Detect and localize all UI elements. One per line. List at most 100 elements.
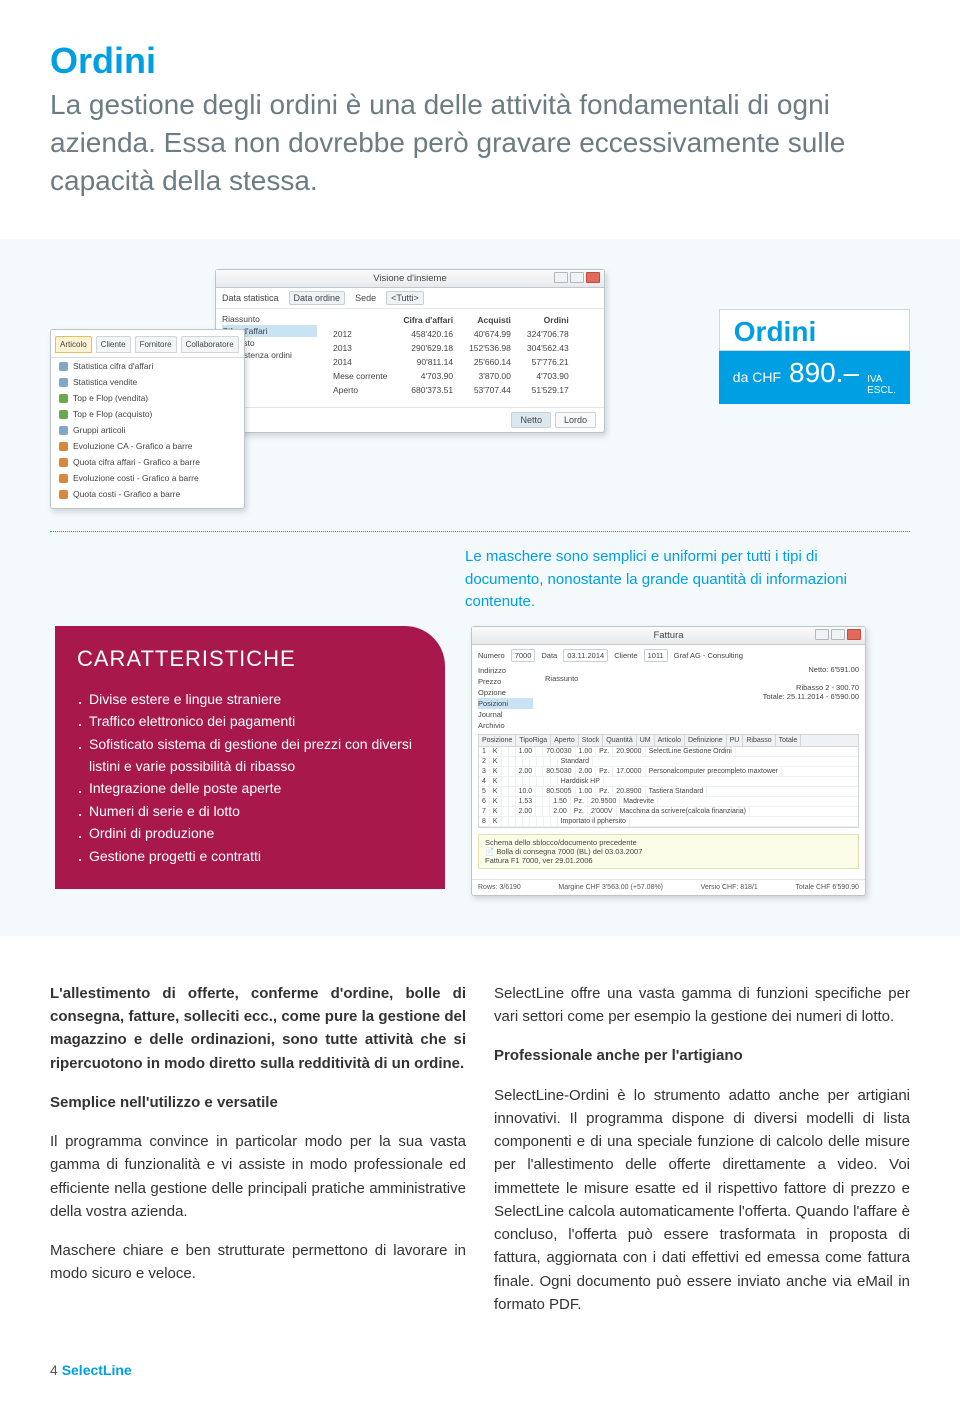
sidebar-item[interactable]: Top e Flop (acquisto) — [51, 406, 244, 422]
grid-cell — [523, 817, 530, 826]
table-cell: 3'870.00 — [461, 369, 519, 383]
sidebar-item[interactable]: Quota costi - Grafico a barre — [51, 486, 244, 502]
toggle-button[interactable]: Lordo — [555, 412, 596, 428]
sidebar-tab[interactable]: Articolo — [55, 336, 92, 353]
sidebar-item[interactable]: Evoluzione CA - Grafico a barre — [51, 438, 244, 454]
body-col-right: SelectLine offre una vasta gamma di funz… — [494, 982, 910, 1332]
num-field[interactable]: 7000 — [511, 649, 536, 662]
sidebar-tab[interactable]: Cliente — [96, 336, 131, 353]
grid-cell: 20.9500 — [588, 797, 620, 806]
sede-field[interactable]: <Tutti> — [386, 291, 424, 305]
sidebar-item[interactable]: Statistica cifra d'affari — [51, 358, 244, 374]
page-footer: 4 SelectLine — [50, 1362, 910, 1378]
invoice-tab[interactable]: Opzione — [478, 687, 533, 698]
grid-cell: 2'000V — [588, 807, 617, 816]
sidebar-item[interactable]: Top e Flop (vendita) — [51, 390, 244, 406]
table-cell: 4'703.90 — [395, 369, 461, 383]
grid-header-cell: Ribasso — [743, 735, 775, 746]
table-cell: 2013 — [325, 341, 395, 355]
grid-cell — [502, 757, 509, 766]
order-field[interactable]: Data ordine — [289, 291, 346, 305]
table-cell: 4'703.90 — [519, 369, 577, 383]
features-box: CARATTERISTICHE Divise estere e lingue s… — [55, 626, 445, 889]
invoice-tab[interactable]: Indirizzo — [478, 665, 533, 676]
sidebar-item[interactable]: Evoluzione costi - Grafico a barre — [51, 470, 244, 486]
inv-riass2: Ribasso 2 - 300.70 — [545, 683, 859, 692]
feature-item: Integrazione delle poste aperte — [77, 777, 423, 799]
close-icon[interactable] — [847, 629, 861, 640]
table-header: Acquisti — [461, 313, 519, 327]
overview-nav-item[interactable]: Riassunto — [222, 313, 317, 325]
min-icon[interactable] — [554, 272, 568, 283]
feature-item: Numeri di serie e di lotto — [77, 800, 423, 822]
grid-cell — [530, 757, 537, 766]
grid-row[interactable]: 1K1.0070.00301.00Pz.20.9000SelectLine Ge… — [479, 747, 858, 757]
date-label: Data — [541, 651, 557, 660]
grid-cell: Personalcomputer precompleto maxtower — [646, 767, 783, 776]
max-icon[interactable] — [831, 629, 845, 640]
sidebar-tab[interactable]: Fornitore — [135, 336, 177, 353]
sidebar-item[interactable]: Quota cifra affari - Grafico a barre — [51, 454, 244, 470]
grid-cell: 3 — [479, 767, 490, 776]
grid-cell: K — [490, 797, 502, 806]
chart-icon — [59, 378, 68, 387]
table-cell: 680'373.51 — [395, 383, 461, 397]
grid-header-cell: Aperto — [551, 735, 579, 746]
grid-cell — [530, 817, 537, 826]
grid-header-cell: Posizione — [479, 735, 516, 746]
max-icon[interactable] — [570, 272, 584, 283]
grid-cell — [551, 777, 558, 786]
table-cell: 152'536.98 — [461, 341, 519, 355]
invoice-window: Fattura Numero 7000 Data 03.11.2014 Clie… — [471, 626, 866, 896]
tree-item[interactable]: 📄 Bolla di consegna 7000 (BL) del 03.03.… — [485, 847, 852, 856]
price-amount: 890.– — [789, 357, 859, 389]
grid-row[interactable]: 2KStandard — [479, 757, 858, 767]
grid-header-cell: TipoRiga — [516, 735, 551, 746]
grid-header-cell: Definizione — [685, 735, 727, 746]
grid-cell — [544, 817, 551, 826]
tree-item[interactable]: Fattura F1 7000, ver 29.01.2006 — [485, 856, 852, 865]
sidebar-item[interactable]: Gruppi articoli — [51, 422, 244, 438]
grid-cell — [523, 777, 530, 786]
client-field[interactable]: 1011 — [644, 649, 668, 662]
grid-row[interactable]: 8KImportato il pphersito — [479, 817, 858, 827]
grid-cell — [502, 747, 509, 756]
invoice-tab[interactable]: Prezzo — [478, 676, 533, 687]
grid-cell: 20.8900 — [613, 787, 645, 796]
feature-item: Ordini di produzione — [77, 822, 423, 844]
hero-band: ArticoloClienteFornitoreCollaboratore St… — [0, 239, 960, 936]
grid-header-cell: Articolo — [655, 735, 685, 746]
chart-icon — [59, 442, 68, 451]
chart-icon — [59, 474, 68, 483]
page-title: Ordini — [50, 40, 910, 82]
close-icon[interactable] — [586, 272, 600, 283]
grid-cell: Pz. — [571, 797, 588, 806]
grid-row[interactable]: 3K2.0080.50302.00Pz.17.0000Personalcompu… — [479, 767, 858, 777]
min-icon[interactable] — [815, 629, 829, 640]
grid-cell — [551, 817, 558, 826]
grid-header-cell: Totale — [776, 735, 802, 746]
chart-icon — [59, 394, 68, 403]
table-cell: 90'811.14 — [395, 355, 461, 369]
lead-para: L'allestimento di offerte, conferme d'or… — [50, 982, 466, 1075]
table-cell: 2012 — [325, 327, 395, 341]
grid-row[interactable]: 4KHarddisk HP — [479, 777, 858, 787]
sidebar-tab[interactable]: Collaboratore — [181, 336, 239, 353]
grid-row[interactable]: 7K2.002.00Pz.2'000VMacchina da scrivere(… — [479, 807, 858, 817]
grid-cell — [536, 807, 543, 816]
date-field[interactable]: 03.11.2014 — [563, 649, 608, 662]
grid-cell — [516, 777, 523, 786]
tree-item[interactable]: Schema dello sblocco/documento precedent… — [485, 838, 852, 847]
price-from: da CHF — [733, 369, 781, 385]
grid-row[interactable]: 6K1.531.50Pz.20.9500Madrevite — [479, 797, 858, 807]
invoice-tab[interactable]: Journal — [478, 709, 533, 720]
invoice-tab[interactable]: Archivio — [478, 720, 533, 731]
table-header: Ordini — [519, 313, 577, 327]
sidebar-item[interactable]: Statistica vendite — [51, 374, 244, 390]
toggle-button[interactable]: Netto — [511, 412, 551, 428]
grid-header-cell: UM — [637, 735, 655, 746]
grid-cell: SelectLine Gestione Ordini — [646, 747, 736, 756]
caption-text: Le maschere sono semplici e uniformi per… — [465, 546, 850, 614]
grid-row[interactable]: 5K10.080.50051.00Pz.20.8900Tastiera Stan… — [479, 787, 858, 797]
invoice-tab[interactable]: Posizioni — [478, 698, 533, 709]
